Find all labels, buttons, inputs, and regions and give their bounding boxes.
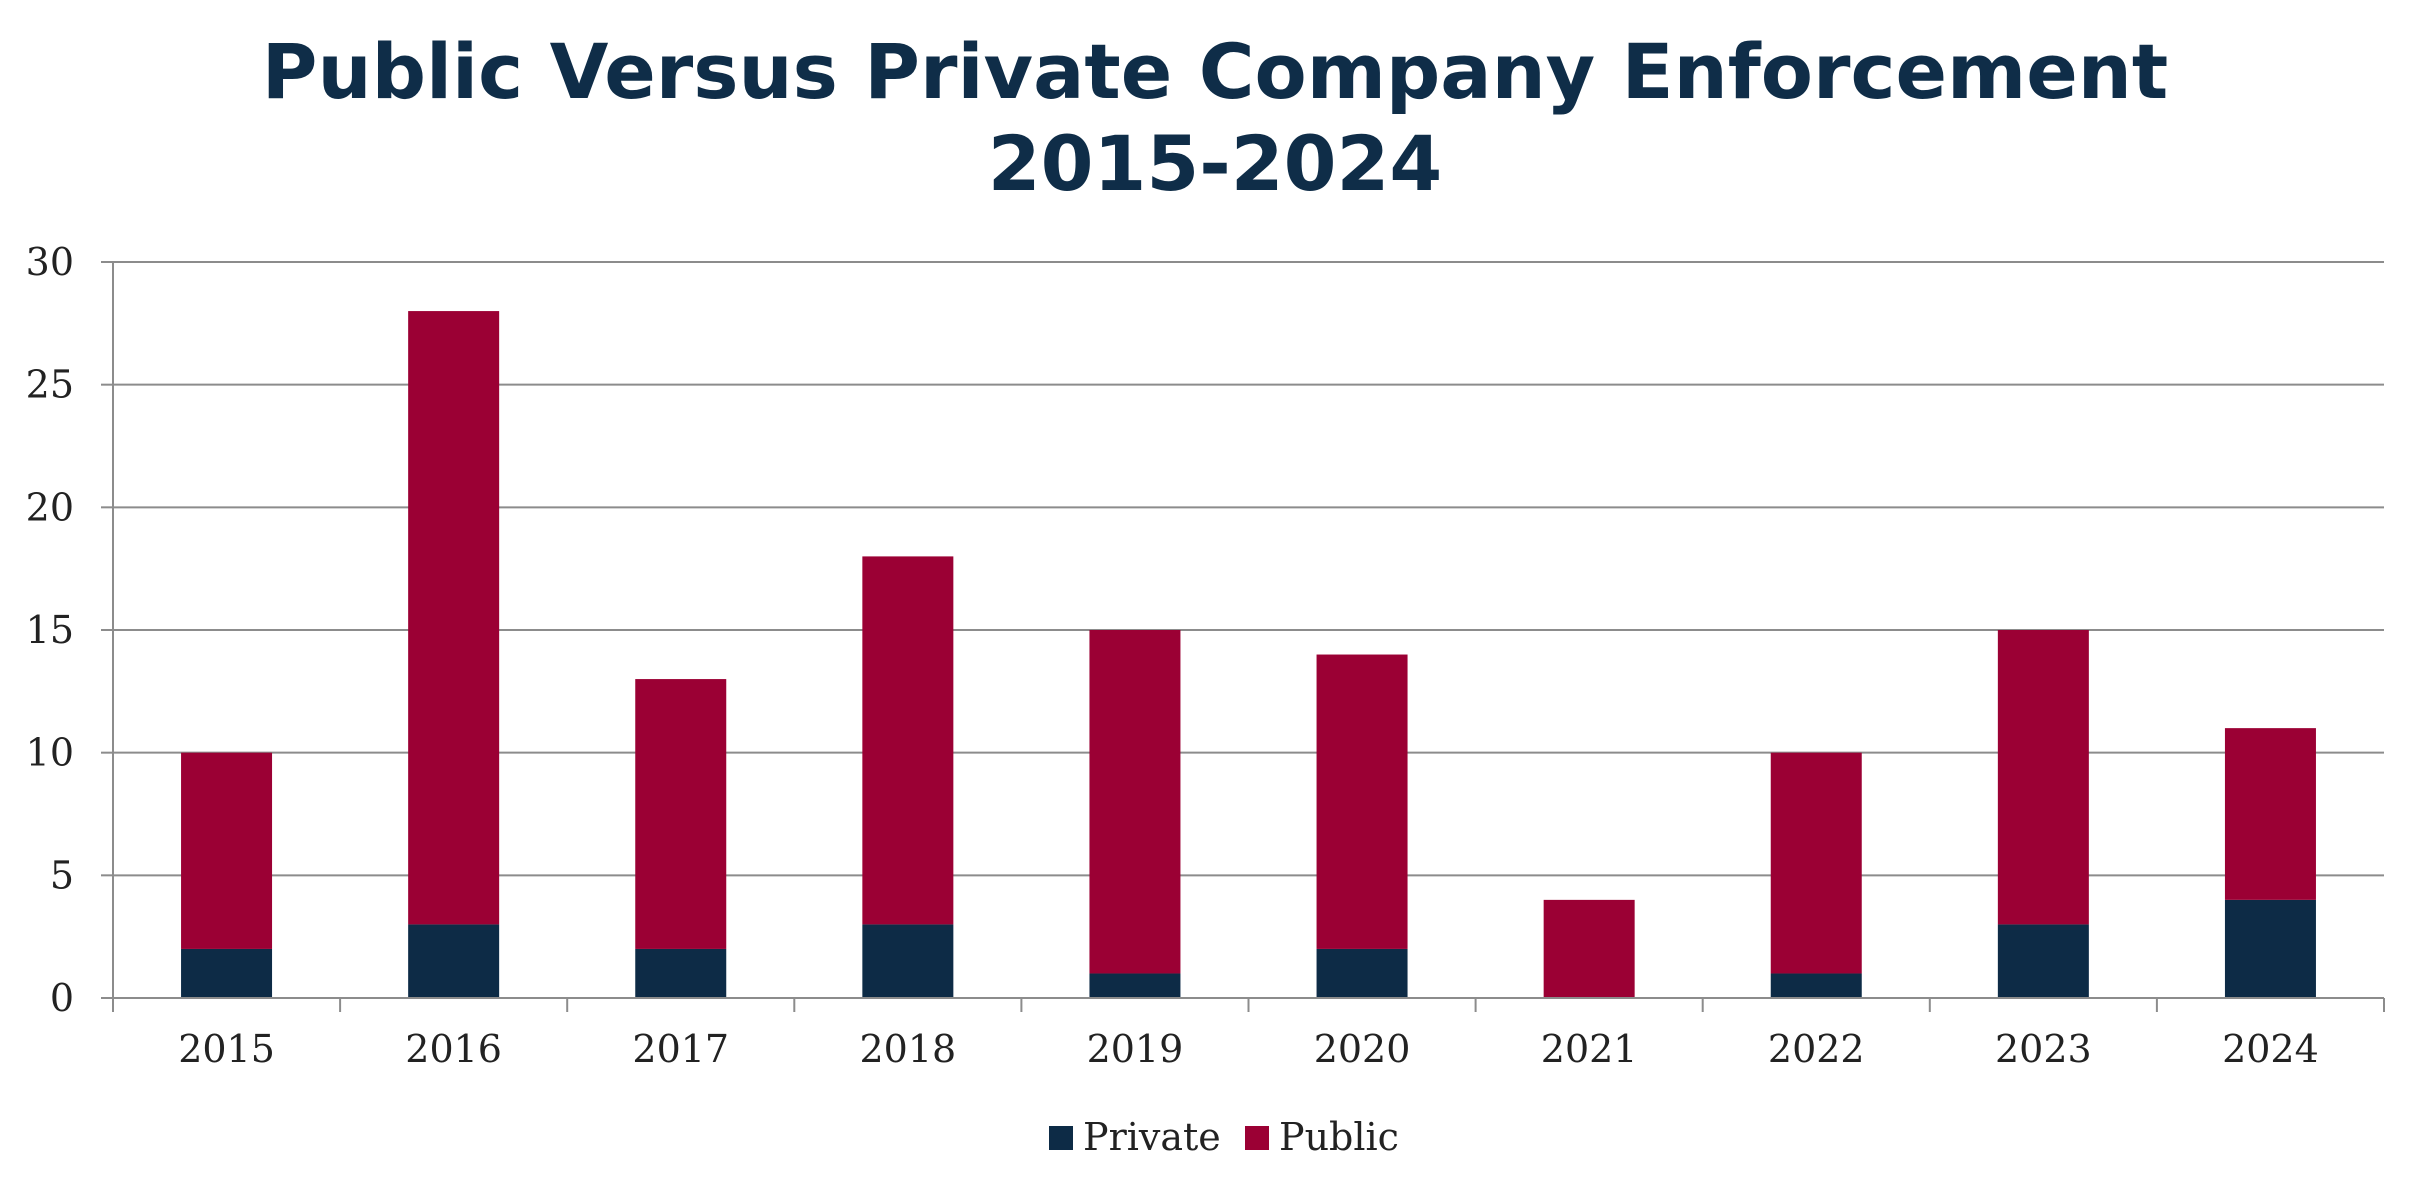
x-tick-label: 2021: [1541, 1027, 1638, 1071]
x-tick-label: 2022: [1768, 1027, 1865, 1071]
y-tick-label: 20: [26, 485, 74, 529]
bars: [181, 311, 2316, 998]
legend-label-public: Public: [1279, 1115, 1399, 1159]
bar-private-2018: [862, 924, 954, 998]
bar-public-2019: [1089, 630, 1181, 974]
bar-private-2019: [1089, 973, 1181, 998]
chart-title-line-1: Public Versus Private Company Enforcemen…: [262, 27, 2168, 116]
legend-swatch-private: [1049, 1126, 1073, 1150]
x-tick-label: 2024: [2222, 1027, 2319, 1071]
bar-public-2021: [1543, 899, 1635, 998]
y-tick-label: 10: [26, 731, 74, 775]
bar-private-2016: [408, 924, 500, 998]
bar-public-2024: [2224, 728, 2316, 900]
bar-private-2017: [635, 948, 727, 998]
axes: 0 5 10 15 20 25 30 2015 2016 2017 2018 2019 2020 2021…: [26, 240, 2385, 1071]
bar-public-2023: [1997, 630, 2089, 925]
bar-public-2022: [1770, 752, 1862, 974]
y-tick-label: 15: [26, 608, 74, 652]
legend: Private Public: [1049, 1115, 1399, 1159]
bar-public-2018: [862, 556, 954, 925]
bar-public-2017: [635, 679, 727, 949]
bar-public-2020: [1316, 654, 1408, 949]
chart-title-line-2: 2015-2024: [988, 119, 1443, 208]
bar-private-2020: [1316, 948, 1408, 998]
y-tick-label: 25: [26, 363, 74, 407]
x-tick-label: 2015: [178, 1027, 275, 1071]
y-tick-label: 5: [50, 853, 74, 897]
bar-private-2023: [1997, 924, 2089, 998]
y-tick-label: 30: [26, 240, 74, 284]
bar-public-2016: [408, 311, 500, 925]
legend-swatch-public: [1245, 1126, 1269, 1150]
x-tick-label: 2020: [1314, 1027, 1411, 1071]
y-tick-label: 0: [50, 976, 74, 1020]
bar-public-2015: [181, 752, 273, 949]
bar-private-2015: [181, 948, 273, 998]
x-tick-label: 2023: [1995, 1027, 2092, 1071]
x-tick-label: 2017: [632, 1027, 729, 1071]
x-tick-label: 2018: [859, 1027, 956, 1071]
x-tick-label: 2016: [405, 1027, 502, 1071]
x-tick-label: 2019: [1087, 1027, 1184, 1071]
bar-private-2024: [2224, 899, 2316, 998]
legend-label-private: Private: [1083, 1115, 1221, 1159]
bar-private-2022: [1770, 973, 1862, 998]
